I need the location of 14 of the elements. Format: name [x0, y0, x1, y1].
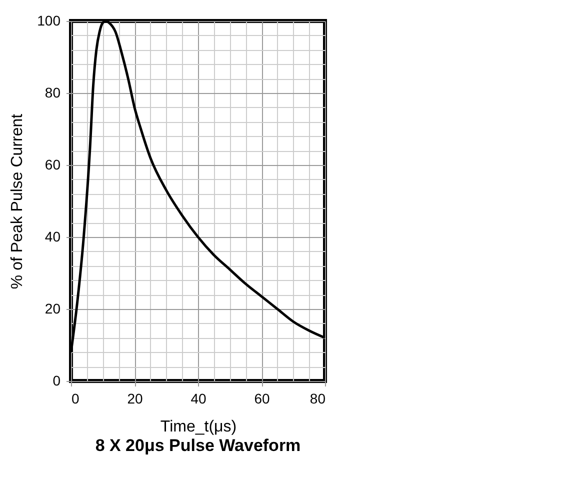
- text: 8 X 20μs Pulse Waveform: [95, 436, 301, 455]
- x-axis-title: Time_t(μs): [160, 418, 237, 436]
- y-tick-label: 20: [44, 300, 61, 316]
- x-tick-label: 0: [72, 390, 80, 406]
- x-tick-label: 40: [190, 390, 206, 406]
- x-tick-label: 80: [310, 390, 326, 406]
- y-tick-label: 80: [44, 84, 61, 100]
- y-tick-label: 0: [52, 372, 61, 388]
- x-tick-label: 60: [254, 390, 270, 406]
- x-tick-label: 20: [127, 390, 143, 406]
- y-axis-title: % of Peak Pulse Current: [9, 113, 26, 290]
- y-tick-label: 40: [44, 228, 61, 244]
- y-tick-label: 60: [44, 156, 61, 172]
- y-tick-label: 100: [37, 12, 61, 28]
